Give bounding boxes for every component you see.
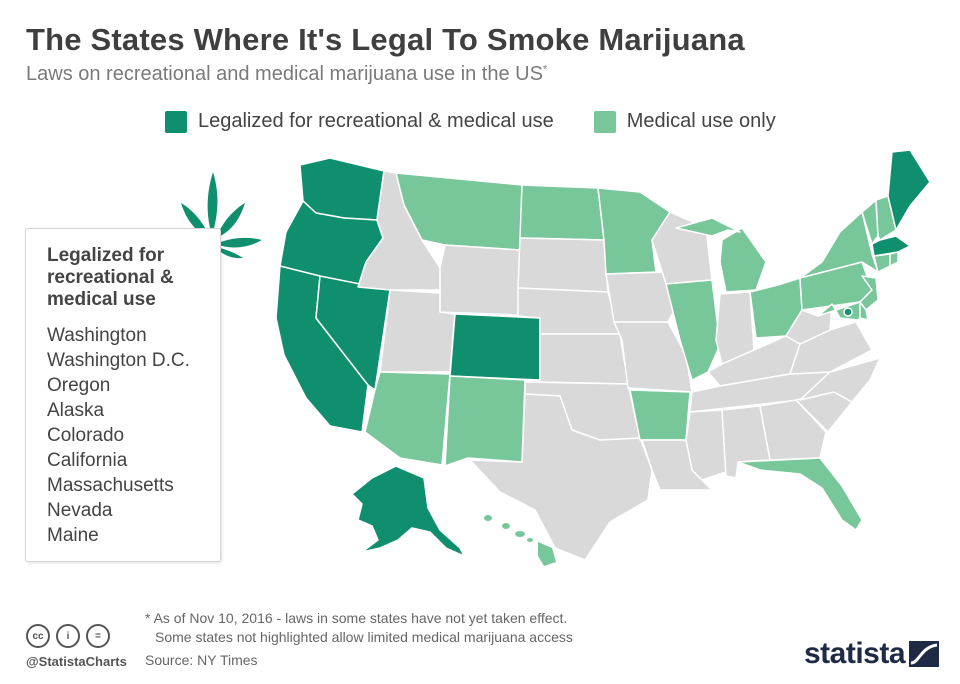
creative-commons-icon[interactable]: cc <box>26 624 50 648</box>
legend-label-recreational: Legalized for recreational & medical use <box>198 110 554 132</box>
brand-name: statista <box>804 637 906 670</box>
state-florida <box>737 457 863 531</box>
state-new-mexico <box>444 375 526 467</box>
list-item: Maine <box>47 525 99 546</box>
state-mississippi <box>685 409 727 481</box>
list-title: Legalized for recreational & medical use <box>47 245 174 310</box>
state-alaska <box>350 465 466 558</box>
page-subtitle: Laws on recreational and medical marijua… <box>26 63 547 86</box>
list-item: Alaska <box>47 400 105 421</box>
legend-item-medical: Medical use only <box>593 110 776 133</box>
state-hawaii <box>484 515 556 566</box>
state-delaware <box>859 301 869 321</box>
legend-label-medical: Medical use only <box>626 110 776 132</box>
no-derivatives-icon[interactable]: = <box>86 624 110 648</box>
recreational-states-list: Legalized for recreational & medical use… <box>25 228 221 562</box>
state-new-york <box>799 211 879 279</box>
subtitle-footnote-mark: * <box>542 63 548 76</box>
legend-item-recreational: Legalized for recreational & medical use <box>165 110 554 133</box>
footnote-line-2: Some states not highlighted allow limite… <box>155 629 573 645</box>
source-note: Source: NY Times <box>145 652 258 668</box>
footnote: * As of Nov 10, 2016 - laws in some stat… <box>145 609 573 647</box>
list-item: Washington D.C. <box>47 350 190 371</box>
list-items: Washington Washington D.C. Oregon Alaska… <box>47 323 220 548</box>
footnote-line-1: * As of Nov 10, 2016 - laws in some stat… <box>145 610 568 626</box>
state-arkansas <box>629 389 691 441</box>
list-item: Colorado <box>47 425 125 446</box>
list-item: Nevada <box>47 500 113 521</box>
legend-swatch-recreational <box>165 110 187 133</box>
twitter-handle[interactable]: @StatistaCharts <box>26 654 127 669</box>
state-maine <box>887 149 931 231</box>
list-item: Washington <box>47 325 147 346</box>
dc-marker <box>843 307 853 317</box>
list-item: Oregon <box>47 375 111 396</box>
legend: Legalized for recreational & medical use… <box>165 110 776 133</box>
state-wyoming <box>439 244 521 316</box>
list-item: California <box>47 450 128 471</box>
state-arizona <box>364 371 451 466</box>
state-illinois <box>665 279 721 381</box>
brand-mark-icon <box>909 641 940 667</box>
state-minnesota <box>597 187 671 275</box>
legend-swatch-medical <box>593 110 616 133</box>
list-item: Massachusetts <box>47 475 174 496</box>
state-north-dakota <box>519 184 605 241</box>
subtitle-text: Laws on recreational and medical marijua… <box>26 63 543 85</box>
state-georgia <box>759 399 827 461</box>
state-texas <box>469 393 653 561</box>
state-south-dakota <box>517 237 609 293</box>
page-title: The States Where It's Legal To Smoke Mar… <box>26 22 745 57</box>
state-rhode-island <box>889 251 899 267</box>
license-icons: cc i = <box>26 624 110 648</box>
statista-logo[interactable]: statista <box>804 637 940 671</box>
attribution-icon[interactable]: i <box>56 624 80 648</box>
state-kansas <box>539 333 629 385</box>
state-colorado <box>449 313 541 381</box>
state-new-hampshire <box>875 195 897 241</box>
